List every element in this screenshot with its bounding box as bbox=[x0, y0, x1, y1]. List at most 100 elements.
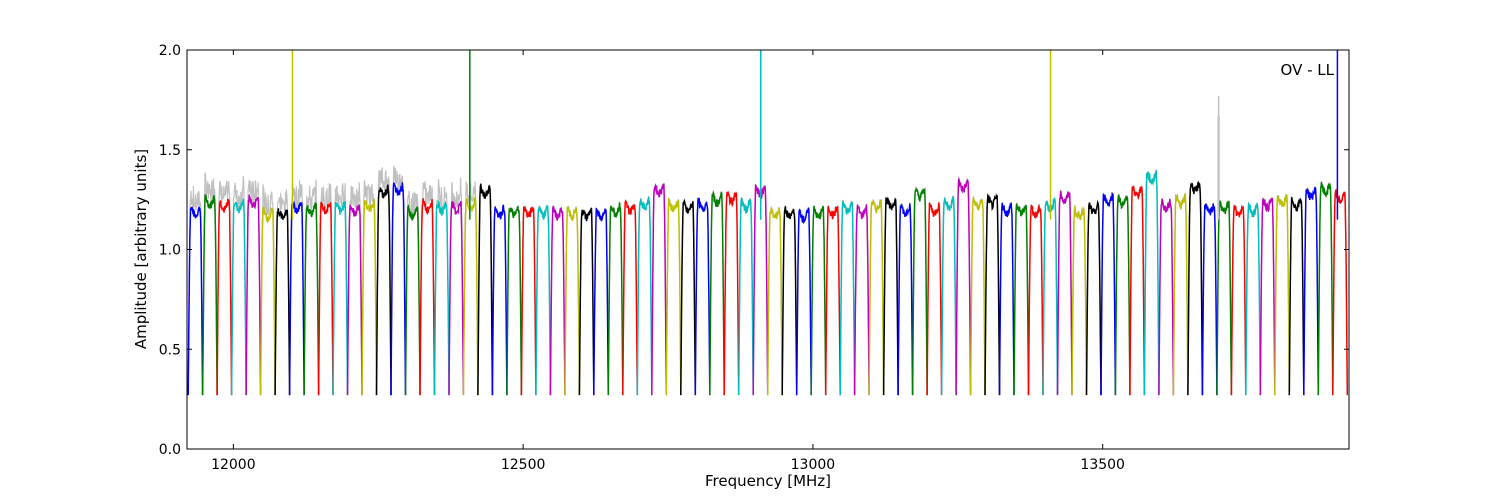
channel-line-17 bbox=[433, 199, 450, 396]
gray-trace-10 bbox=[332, 183, 349, 395]
x-axis-ticks: 12000 12500 13000 13500 bbox=[211, 50, 1125, 473]
channel-line-45 bbox=[839, 200, 856, 396]
channel-line-68 bbox=[1172, 193, 1189, 396]
gray-trace-12 bbox=[361, 180, 378, 395]
channel-line-8 bbox=[303, 202, 320, 396]
gray-trace-3 bbox=[231, 175, 247, 395]
channel-line-78 bbox=[1317, 182, 1334, 396]
channel-line-34 bbox=[680, 198, 697, 396]
gray-trace-5 bbox=[260, 184, 276, 395]
channel-line-15 bbox=[404, 203, 421, 396]
channel-line-19 bbox=[462, 195, 479, 396]
y-tick-label: 1.5 bbox=[159, 143, 181, 159]
channel-line-38 bbox=[737, 197, 754, 396]
channel-line-48 bbox=[882, 197, 899, 396]
channel-line-36 bbox=[709, 190, 725, 396]
y-tick-label: 2.0 bbox=[159, 43, 181, 59]
channel-line-71 bbox=[1216, 200, 1233, 396]
channel-line-79 bbox=[1332, 189, 1349, 396]
x-tick-label: 13500 bbox=[1080, 457, 1125, 473]
channel-line-12 bbox=[361, 198, 378, 396]
y-tick-label: 0.5 bbox=[159, 342, 181, 358]
channel-line-4 bbox=[245, 194, 262, 396]
channel-line-24 bbox=[535, 205, 552, 396]
channel-line-10 bbox=[332, 201, 349, 396]
channel-line-21 bbox=[491, 204, 508, 396]
channel-line-58 bbox=[1027, 203, 1044, 396]
corner-annotation: OV - LL bbox=[1281, 61, 1335, 79]
gray-trace-19 bbox=[462, 181, 479, 395]
channel-line-50 bbox=[911, 186, 928, 396]
channel-line-37 bbox=[723, 190, 740, 396]
channel-line-74 bbox=[1259, 197, 1276, 396]
channel-line-44 bbox=[824, 206, 841, 396]
gray-trace-0 bbox=[187, 185, 204, 395]
channel-line-30 bbox=[622, 199, 639, 396]
channel-line-27 bbox=[578, 207, 595, 396]
channel-line-65 bbox=[1129, 186, 1146, 396]
channel-line-14 bbox=[390, 182, 407, 396]
channel-line-0 bbox=[187, 206, 204, 396]
gray-trace-15 bbox=[404, 190, 421, 395]
channel-line-77 bbox=[1303, 187, 1320, 396]
channel-line-76 bbox=[1288, 197, 1305, 396]
channel-line-20 bbox=[477, 183, 494, 396]
channel-line-43 bbox=[810, 205, 827, 396]
y-tick-label: 1.0 bbox=[159, 243, 181, 259]
channel-line-28 bbox=[593, 208, 610, 396]
x-tick-label: 12500 bbox=[501, 457, 546, 473]
channel-line-54 bbox=[969, 196, 986, 396]
channel-line-70 bbox=[1201, 203, 1218, 396]
gray-trace-11 bbox=[346, 182, 363, 395]
channel-line-40 bbox=[766, 207, 783, 396]
channel-line-5 bbox=[259, 206, 276, 396]
gray-trace-6 bbox=[274, 189, 291, 395]
channel-line-56 bbox=[998, 201, 1015, 396]
channel-line-59 bbox=[1042, 198, 1059, 396]
channel-line-55 bbox=[984, 193, 1001, 396]
y-axis-ticks: 0.0 0.5 1.0 1.5 2.0 bbox=[159, 43, 1349, 458]
channel-line-7 bbox=[288, 200, 305, 396]
channel-line-64 bbox=[1114, 194, 1131, 396]
channel-line-41 bbox=[781, 206, 798, 396]
gray-trace-1 bbox=[202, 172, 218, 395]
channel-line-6 bbox=[274, 208, 291, 396]
channel-line-33 bbox=[665, 197, 682, 396]
channel-line-53 bbox=[955, 176, 972, 396]
channel-line-16 bbox=[419, 198, 436, 396]
channel-line-72 bbox=[1230, 204, 1247, 396]
channel-line-1 bbox=[201, 194, 218, 396]
channel-line-13 bbox=[375, 184, 392, 396]
channel-line-63 bbox=[1100, 191, 1117, 396]
channel-line-32 bbox=[651, 183, 668, 396]
channel-line-22 bbox=[506, 205, 523, 396]
channel-line-52 bbox=[940, 195, 957, 396]
channel-line-47 bbox=[868, 198, 885, 396]
gray-trace-17 bbox=[433, 179, 450, 395]
channel-line-42 bbox=[795, 207, 812, 396]
spike-lines bbox=[291, 50, 1339, 220]
channel-line-11 bbox=[346, 204, 363, 396]
y-axis-label: Amplitude [arbitrary units] bbox=[132, 149, 150, 349]
channel-line-60 bbox=[1056, 190, 1073, 396]
channel-line-46 bbox=[853, 204, 870, 396]
channel-line-69 bbox=[1187, 181, 1204, 396]
channel-line-29 bbox=[607, 202, 624, 396]
channel-line-18 bbox=[448, 200, 465, 396]
channel-line-51 bbox=[926, 202, 943, 396]
channel-line-73 bbox=[1245, 201, 1262, 396]
channel-line-35 bbox=[694, 197, 711, 396]
channel-line-62 bbox=[1085, 199, 1102, 396]
gray-trace-4 bbox=[245, 179, 262, 395]
channel-line-61 bbox=[1071, 205, 1088, 396]
channel-line-26 bbox=[564, 206, 581, 396]
channel-line-75 bbox=[1274, 194, 1291, 396]
channel-series-group bbox=[187, 170, 1349, 396]
channel-line-49 bbox=[897, 203, 914, 396]
gray-trace-8 bbox=[303, 179, 320, 395]
gray-trace-13 bbox=[375, 167, 392, 395]
channel-line-25 bbox=[549, 205, 566, 396]
channel-line-31 bbox=[636, 196, 653, 396]
channel-line-23 bbox=[520, 206, 537, 396]
